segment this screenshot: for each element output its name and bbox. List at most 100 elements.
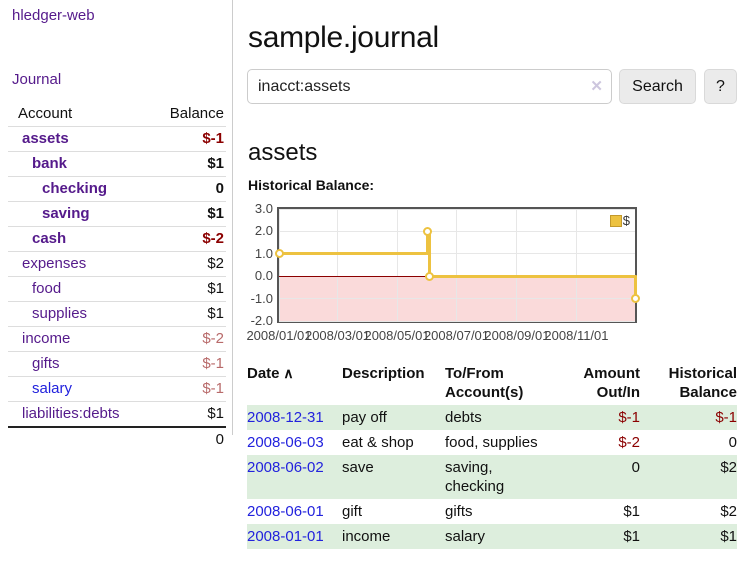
account-link[interactable]: liabilities:debts <box>22 405 120 422</box>
description-cell: save <box>342 459 374 476</box>
help-button[interactable]: ? <box>704 69 737 104</box>
account-cell: saving <box>8 201 146 227</box>
column-header-amount: Amount Out/In <box>583 365 640 401</box>
amount-cell: $-1 <box>618 409 640 426</box>
account-cell: checking <box>8 176 146 202</box>
column-header-tofrom: To/From Account(s) <box>445 365 524 401</box>
account-link[interactable]: expenses <box>22 255 87 272</box>
date-link[interactable]: 2008-12-31 <box>247 409 324 426</box>
transaction-row: 2008-06-03 eat & shop food, supplies $-2 0 <box>247 430 737 455</box>
account-link[interactable]: supplies <box>32 305 88 322</box>
account-row: food $1 <box>8 276 226 302</box>
account-cell: salary <box>8 376 146 402</box>
account-column-header: Account <box>8 101 146 127</box>
account-row: liabilities:debts $1 <box>8 401 226 427</box>
account-row: saving $1 <box>8 201 226 227</box>
accounts-cell: gifts <box>445 503 473 520</box>
data-point-marker <box>630 294 640 304</box>
clear-search-icon[interactable]: ✕ <box>590 78 603 95</box>
x-axis-tick-label: 2008/01/01 <box>246 328 312 343</box>
total-balance-cell: 0 <box>145 426 226 452</box>
date-link[interactable]: 2008-01-01 <box>247 528 324 545</box>
date-cell: 2008-06-01 <box>247 499 342 524</box>
balance-cell: $-1 <box>145 351 226 377</box>
accounts-cell: saving, checking <box>445 459 505 495</box>
account-row: supplies $1 <box>8 301 226 327</box>
vertical-gridline <box>396 209 398 321</box>
account-link[interactable]: assets <box>22 130 69 147</box>
balance-cell: $1 <box>145 201 226 227</box>
account-heading: assets <box>248 138 318 166</box>
account-link[interactable]: income <box>22 330 71 347</box>
vertical-gridline <box>575 209 577 321</box>
app-title-link[interactable]: hledger-web <box>12 7 95 24</box>
balance-cell: $-1 <box>145 376 226 402</box>
account-link[interactable]: bank <box>32 155 68 172</box>
account-link[interactable]: checking <box>42 180 108 197</box>
account-link[interactable]: salary <box>32 380 73 397</box>
journal-link[interactable]: Journal <box>12 71 62 88</box>
transaction-row: 2008-12-31 pay off debts $-1 $-1 <box>247 405 737 430</box>
balance-chart: 3.0 2.0 1.0 0.0 -1.0 -2.0 2008/01/01 2008/03/01… <box>246 201 640 343</box>
y-axis-tick-label: 2.0 <box>254 223 273 239</box>
y-axis-tick-label: -2.0 <box>250 313 273 328</box>
description-cell: income <box>342 528 391 545</box>
x-axis-tick-label: 2008/05/01 <box>364 328 430 343</box>
accounts-cell: debts <box>445 409 482 426</box>
y-axis-tick-label: -1.0 <box>250 290 273 306</box>
legend-label: $ <box>622 213 630 228</box>
search-input[interactable] <box>247 69 612 104</box>
date-cell: 2008-06-02 <box>247 455 342 499</box>
balance-cell: $-2 <box>145 326 226 352</box>
description-cell: eat & shop <box>342 434 414 451</box>
y-axis-tick-label: 3.0 <box>254 201 273 216</box>
date-link[interactable]: 2008-06-01 <box>247 503 324 520</box>
date-cell: 2008-01-01 <box>247 524 342 549</box>
amount-cell: $1 <box>623 503 640 520</box>
description-cell: pay off <box>342 409 387 426</box>
balance-cell: $-1 <box>202 130 224 147</box>
accounts-cell: food, supplies <box>445 434 538 451</box>
data-point-marker <box>422 226 432 236</box>
account-row: income $-2 <box>8 326 226 352</box>
account-link[interactable]: food <box>32 280 62 297</box>
vertical-gridline <box>456 209 457 321</box>
transaction-row: 2008-06-02 save saving, checking 0 $2 <box>247 455 737 499</box>
search-button[interactable]: Search <box>619 69 696 104</box>
x-axis-tick-label: 2008/03/01 <box>304 328 371 343</box>
vertical-gridline <box>516 209 518 321</box>
amount-cell: $1 <box>623 528 640 545</box>
account-row: expenses $2 <box>8 251 226 277</box>
chart-line-segment <box>633 274 637 301</box>
main-content: sample.journal ✕ Search ? assets Histori… <box>246 0 742 582</box>
column-header-date[interactable]: Date ∧ <box>247 365 294 382</box>
accounts-table: Account Balance assets $-1 bank $1 checking 0… <box>8 101 226 452</box>
y-axis-tick-label: 0.0 <box>254 268 273 284</box>
balance-cell: 0 <box>728 434 737 451</box>
x-axis-tick-label: 2008/07/01 <box>423 328 490 343</box>
account-cell: expenses <box>8 251 146 277</box>
date-link[interactable]: 2008-06-02 <box>247 459 324 476</box>
balance-cell: $1 <box>145 301 226 327</box>
balance-cell: $1 <box>145 401 226 427</box>
total-row: 0 <box>8 426 226 452</box>
account-link[interactable]: saving <box>42 205 90 222</box>
account-row: bank $1 <box>8 151 226 177</box>
chart-line-segment <box>427 229 431 278</box>
balance-cell: 0 <box>145 176 226 202</box>
sidebar: hledger-web Journal Account Balance asse… <box>0 0 233 452</box>
legend-swatch-icon <box>609 214 622 227</box>
account-cell: food <box>8 276 146 302</box>
date-cell: 2008-12-31 <box>247 405 342 430</box>
vertical-gridline <box>278 209 280 321</box>
date-link[interactable]: 2008-06-03 <box>247 434 324 451</box>
account-row: gifts $-1 <box>8 351 226 377</box>
account-cell: liabilities:debts <box>8 401 146 427</box>
account-link[interactable]: gifts <box>32 355 60 372</box>
account-row: cash $-2 <box>8 226 226 252</box>
description-cell: gift <box>342 503 363 520</box>
horizontal-gridline <box>279 253 635 255</box>
account-row: salary $-1 <box>8 376 226 402</box>
account-link[interactable]: cash <box>32 230 67 247</box>
horizontal-gridline <box>279 298 635 300</box>
